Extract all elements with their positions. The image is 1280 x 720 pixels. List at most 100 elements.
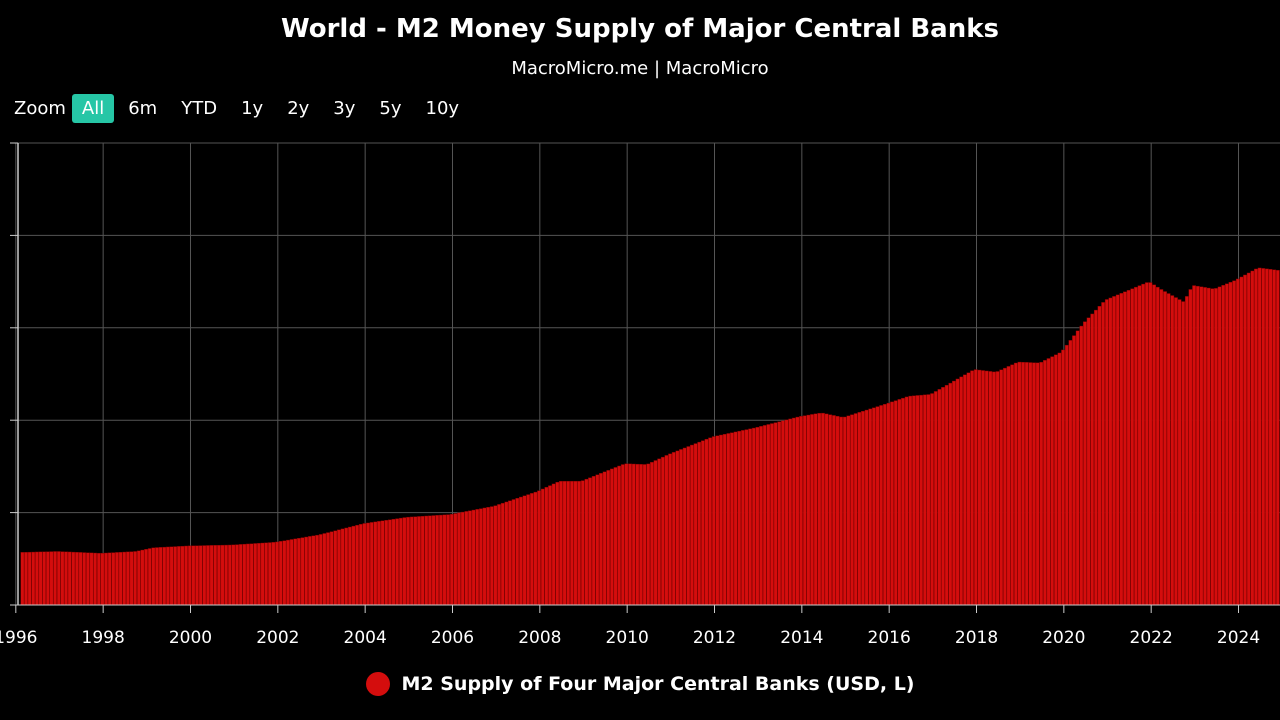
bar	[235, 544, 239, 606]
bar	[646, 463, 651, 606]
bar	[1217, 286, 1222, 606]
bar	[1035, 362, 1040, 606]
bar	[493, 505, 498, 606]
bar	[522, 495, 527, 606]
bar	[919, 394, 924, 606]
bar	[912, 395, 916, 606]
bar	[857, 412, 862, 606]
zoom-button-5y[interactable]: 5y	[379, 97, 402, 119]
bar	[49, 551, 54, 606]
bar	[606, 470, 611, 606]
bar	[140, 549, 145, 606]
bar	[166, 546, 170, 606]
bar	[1123, 291, 1127, 606]
bar	[1239, 276, 1244, 606]
bar	[508, 500, 512, 606]
bar	[741, 430, 745, 606]
bar	[624, 463, 629, 606]
bar	[828, 414, 833, 606]
zoom-button-10y[interactable]: 10y	[425, 97, 460, 119]
bar	[1108, 297, 1113, 606]
bar	[78, 552, 83, 606]
bar	[202, 545, 207, 606]
bar	[577, 480, 582, 606]
bar	[1174, 297, 1178, 606]
bar	[726, 433, 731, 606]
bar	[322, 533, 327, 606]
bar	[650, 461, 654, 606]
bar	[897, 399, 902, 606]
x-tick-label: 2000	[169, 628, 212, 648]
bar	[1195, 285, 1200, 606]
bar	[1090, 313, 1095, 606]
bar	[453, 513, 458, 606]
bar	[442, 514, 447, 606]
bar	[995, 371, 1000, 606]
bar	[1064, 344, 1069, 606]
zoom-button-ytd[interactable]: YTD	[181, 97, 218, 119]
bar	[1228, 282, 1233, 606]
bar	[704, 438, 709, 606]
bar	[1261, 268, 1266, 606]
zoom-bar: Zoom All 6m YTD 1y 2y 3y 5y 10y	[14, 92, 473, 124]
zoom-button-2y[interactable]: 2y	[287, 97, 310, 119]
bar	[286, 539, 290, 606]
bar	[406, 516, 410, 606]
bar	[173, 546, 178, 606]
bar	[468, 510, 472, 606]
legend[interactable]: M2 Supply of Four Major Central Banks (U…	[0, 672, 1280, 696]
bar	[417, 516, 421, 606]
bar	[821, 412, 825, 606]
bar	[1268, 269, 1273, 606]
bar	[1137, 285, 1142, 606]
bar	[839, 416, 844, 606]
bar	[599, 473, 603, 606]
bar	[948, 382, 953, 606]
bar	[886, 402, 891, 606]
bar	[500, 502, 505, 606]
x-tick-label: 1996	[0, 628, 37, 648]
bar	[115, 552, 119, 606]
bar	[781, 420, 785, 606]
bar	[602, 471, 607, 606]
bar	[340, 528, 345, 606]
zoom-button-6m[interactable]: 6m	[128, 97, 158, 119]
bar	[566, 480, 571, 606]
zoom-button-1y[interactable]: 1y	[241, 97, 264, 119]
x-tick-label: 2008	[518, 628, 561, 648]
bar	[355, 524, 360, 606]
bar	[1265, 268, 1269, 606]
bar	[67, 551, 72, 606]
bar	[588, 477, 592, 606]
bar	[300, 537, 305, 606]
bar	[620, 464, 625, 606]
bar	[617, 465, 622, 606]
bar	[511, 499, 516, 606]
bar	[737, 430, 742, 606]
bar	[1010, 364, 1015, 606]
bar	[42, 551, 47, 606]
bar	[1152, 284, 1156, 606]
bar	[464, 511, 469, 606]
bar	[1028, 362, 1033, 606]
bar	[890, 401, 894, 606]
bar	[930, 393, 934, 606]
zoom-button-3y[interactable]: 3y	[333, 97, 356, 119]
chart-plot: 1996 1998 2000 2002 2004 2006 2008 2010 2012 2014…	[0, 142, 1280, 648]
bar	[482, 507, 487, 606]
bar	[762, 425, 767, 606]
bar	[551, 483, 556, 606]
bar	[1144, 282, 1149, 606]
bar	[573, 480, 578, 606]
bar	[526, 494, 531, 606]
bar	[358, 524, 363, 606]
bar	[631, 463, 636, 606]
bar	[591, 476, 596, 606]
bar	[1235, 278, 1240, 606]
bar	[770, 423, 774, 606]
bar	[107, 552, 112, 606]
bar	[719, 434, 723, 606]
bar	[1053, 354, 1058, 606]
bar	[1163, 291, 1167, 606]
zoom-button-all[interactable]: All	[71, 93, 115, 123]
